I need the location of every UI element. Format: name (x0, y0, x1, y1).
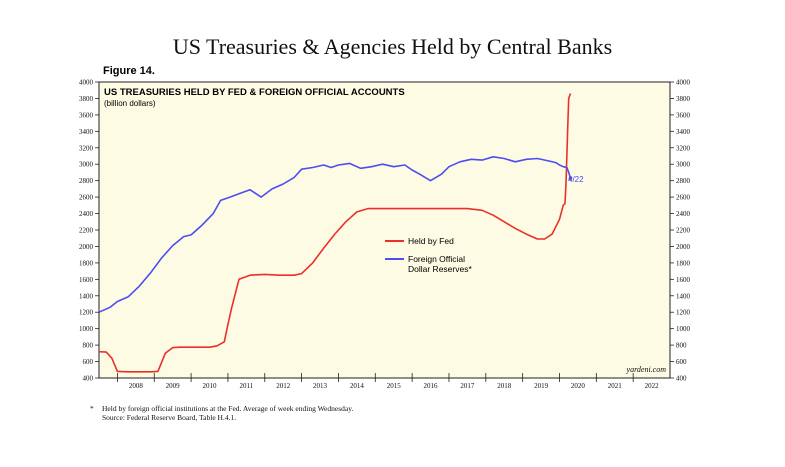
y-tick-label-right: 3000 (676, 161, 691, 169)
y-tick-label-left: 2200 (79, 227, 94, 235)
y-tick-label-right: 2600 (676, 194, 691, 202)
y-tick-label-left: 400 (83, 375, 94, 383)
y-tick-label-left: 800 (83, 342, 94, 350)
y-tick-label-left: 1600 (79, 276, 94, 284)
y-tick-label-left: 1000 (79, 325, 94, 333)
y-tick-label-right: 1800 (676, 259, 691, 267)
y-tick-label-left: 600 (83, 358, 94, 366)
y-tick-label-right: 1600 (676, 276, 691, 284)
legend: Held by Fed Foreign Official Dollar Rese… (385, 236, 472, 274)
legend-label-fed: Held by Fed (408, 236, 454, 246)
series-line-held-by-fed (98, 93, 572, 373)
y-tick-label-right: 2400 (676, 210, 691, 218)
x-tick-label: 2018 (497, 382, 512, 390)
y-tick-label-left: 2800 (79, 177, 94, 185)
x-tick-label: 2013 (313, 382, 328, 390)
y-tick-label-right: 1000 (676, 325, 691, 333)
chart-subtitle: (billion dollars) (104, 99, 156, 108)
y-tick-label-right: 1200 (676, 309, 691, 317)
y-tick-label-left: 2400 (79, 210, 94, 218)
y-tick-label-right: 400 (676, 375, 687, 383)
endpoint-marker (568, 176, 573, 180)
y-tick-label-left: 4000 (79, 79, 94, 87)
y-tick-label-right: 4000 (676, 79, 691, 87)
y-tick-label-left: 3600 (79, 111, 94, 119)
y-tick-label-left: 1800 (79, 259, 94, 267)
x-tick-label: 2011 (239, 382, 253, 390)
y-tick-label-right: 800 (676, 342, 687, 350)
y-tick-label-right: 2000 (676, 243, 691, 251)
series-line-foreign-official (98, 156, 572, 313)
legend-label-foreign-line2: Dollar Reserves* (408, 264, 472, 274)
x-tick-label: 2015 (387, 382, 402, 390)
y-tick-label-right: 3600 (676, 111, 691, 119)
series-layer (98, 93, 573, 373)
x-tick-label: 2008 (129, 382, 144, 390)
x-tick-label: 2009 (166, 382, 181, 390)
y-tick-label-right: 2800 (676, 177, 691, 185)
y-tick-label-left: 1200 (79, 309, 94, 317)
footnote-marker: * (90, 404, 94, 413)
y-tick-label-left: 3400 (79, 128, 94, 136)
watermark: yardeni.com (626, 365, 667, 374)
y-tick-label-right: 3400 (676, 128, 691, 136)
legend-label-foreign: Foreign Official Dollar Reserves* (408, 254, 472, 274)
y-tick-label-left: 3000 (79, 161, 94, 169)
y-tick-label-right: 1400 (676, 292, 691, 300)
x-tick-label: 2012 (276, 382, 291, 390)
x-tick-label: 2020 (571, 382, 586, 390)
y-tick-label-left: 3800 (79, 95, 94, 103)
x-tick-label: 2019 (534, 382, 549, 390)
annotation-4-22: 4/22 (568, 175, 584, 184)
plot-area (98, 81, 671, 379)
y-tick-label-left: 2600 (79, 194, 94, 202)
figure-label: Figure 14. (103, 65, 155, 77)
y-tick-label-left: 1400 (79, 292, 94, 300)
x-axis: 2008 2009 2010 2011 2012 2013 2014 2015 2016 2017… (117, 373, 659, 390)
x-tick-label: 2017 (460, 382, 475, 390)
y-tick-label-left: 2000 (79, 243, 94, 251)
x-tick-label: 2022 (645, 382, 660, 390)
y-tick-label-right: 2200 (676, 227, 691, 235)
legend-label-foreign-line1: Foreign Official (408, 254, 465, 264)
x-tick-label: 2016 (424, 382, 439, 390)
y-tick-label-left: 3200 (79, 144, 94, 152)
x-tick-label: 2014 (350, 382, 365, 390)
page-title: US Treasuries & Agencies Held by Central… (172, 34, 613, 59)
y-tick-label-right: 600 (676, 358, 687, 366)
y-tick-label-right: 3800 (676, 95, 691, 103)
y-tick-label-right: 3200 (676, 144, 691, 152)
footnote-line1: Held by foreign official institutions at… (102, 404, 354, 413)
footnote-line2: Source: Federal Reserve Board, Table H.4… (102, 413, 237, 422)
x-tick-label: 2010 (203, 382, 218, 390)
y-axis-right: 400 600 800 1000 1200 1400 1600 1800 2000 2200 240… (670, 79, 691, 383)
y-axis-left: 400 600 800 1000 1200 1400 1600 1800 2000 2200 240… (79, 79, 99, 383)
x-tick-label: 2021 (608, 382, 623, 390)
chart-title: US TREASURIES HELD BY FED & FOREIGN OFFI… (104, 87, 405, 98)
